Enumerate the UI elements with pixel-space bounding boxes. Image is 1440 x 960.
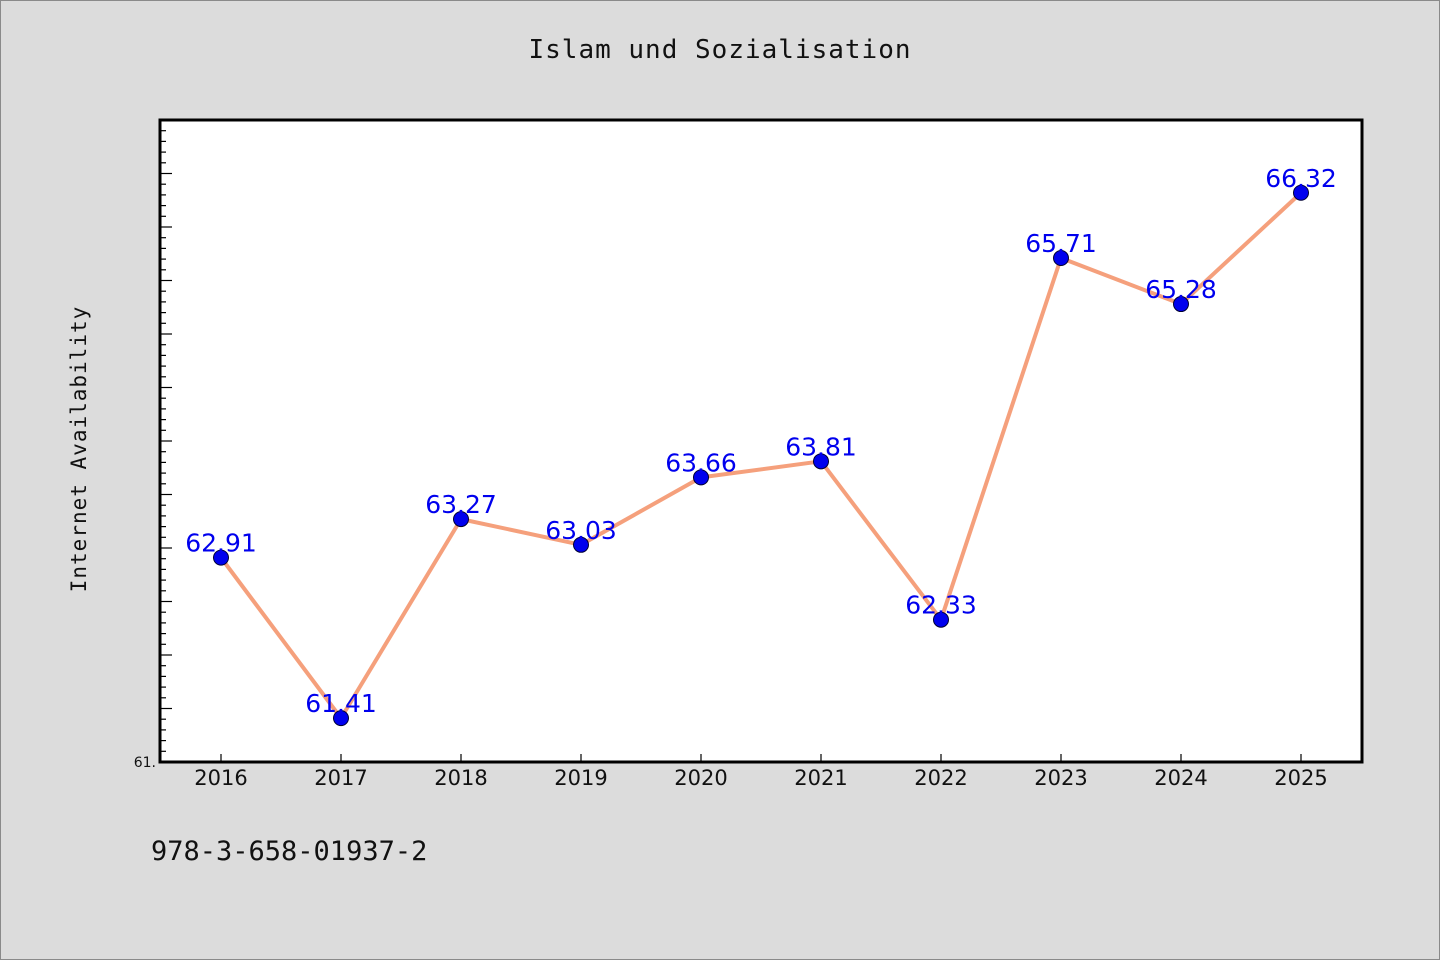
- x-tick-label: 2024: [1154, 766, 1207, 790]
- data-point-marker: [1053, 250, 1069, 267]
- x-tick-label: 2023: [1034, 766, 1087, 790]
- footer-isbn-text: 978-3-658-01937-2: [151, 836, 428, 867]
- data-point-marker: [933, 611, 949, 628]
- data-point-label: 62.33: [905, 591, 977, 620]
- series-data-labels: 62.91 61.41 63.27 63.03 63.66 63.81 62.33 65.71…: [185, 164, 1337, 718]
- chart-title: Islam und Sozialisation: [528, 35, 912, 65]
- data-point-label: 63.03: [545, 516, 617, 545]
- x-tick-label: 2021: [794, 766, 847, 790]
- x-tick-label: 2020: [674, 766, 727, 790]
- data-point-marker: [813, 453, 829, 470]
- x-tick-label: 2019: [554, 766, 607, 790]
- x-tick-label: 2025: [1274, 766, 1327, 790]
- x-tick-label: 2017: [314, 766, 367, 790]
- data-point-marker: [453, 511, 469, 528]
- series-line: [219, 190, 1303, 721]
- data-point-marker: [213, 549, 229, 566]
- data-point-label: 63.81: [785, 432, 857, 461]
- data-point-marker: [1173, 296, 1189, 313]
- data-point-label: 65.71: [1025, 229, 1097, 258]
- data-point-label: 65.28: [1145, 275, 1217, 304]
- data-point-label: 63.27: [425, 490, 497, 519]
- data-point-label: 66.32: [1265, 164, 1337, 193]
- data-point-label: 62.91: [185, 529, 257, 558]
- plot-area: [160, 120, 1362, 762]
- data-point-marker: [333, 710, 349, 727]
- x-axis-ticks: 2016 2017 2018 2019 2020 2021 2022 2023 2024 2025: [194, 754, 1328, 790]
- series-markers: [213, 184, 1309, 727]
- y-tick-label: 61.: [134, 755, 156, 771]
- plot-frame: [158, 118, 1364, 764]
- data-point-marker: [573, 536, 589, 553]
- data-point-marker: [693, 469, 709, 486]
- x-tick-label: 2016: [194, 766, 247, 790]
- series-lines: [219, 190, 1303, 721]
- data-point-label: 63.66: [665, 448, 737, 477]
- data-point-marker: [1293, 184, 1309, 201]
- x-tick-label: 2018: [434, 766, 487, 790]
- x-tick-label: 2022: [914, 766, 967, 790]
- data-point-label: 61.41: [305, 689, 377, 718]
